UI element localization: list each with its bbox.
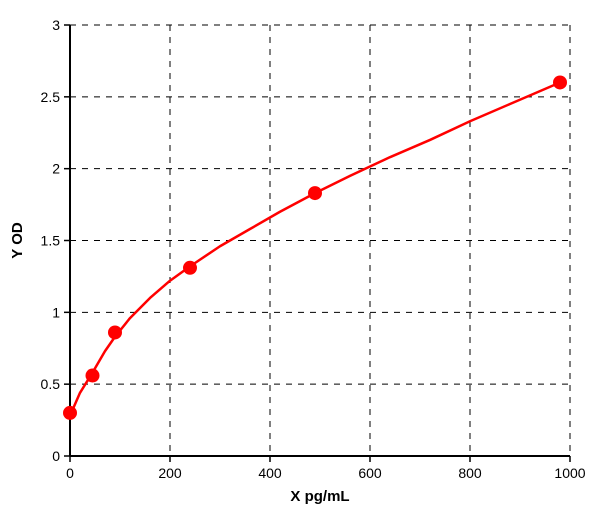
y-tick-label: 2.5: [41, 89, 61, 105]
y-tick-label: 3: [52, 17, 60, 33]
scatter-curve-chart: 0 200 400 600 800 1000 0 0.5 1 1.5 2 2.5 3 X pg/mL Y O…: [0, 0, 600, 516]
x-tick-label: 600: [358, 465, 382, 481]
data-point: [63, 406, 77, 420]
x-tick-label: 400: [258, 465, 282, 481]
x-tick-label: 200: [158, 465, 182, 481]
x-tick-label: 0: [66, 465, 74, 481]
y-tick-label: 1.5: [41, 233, 61, 249]
data-point: [308, 186, 322, 200]
data-point: [108, 325, 122, 339]
x-axis-label: X pg/mL: [290, 488, 349, 505]
data-point: [553, 75, 567, 89]
y-tick-label: 2: [52, 161, 60, 177]
y-tick-label: 0.5: [41, 376, 61, 392]
y-axis-label: Y OD: [9, 222, 26, 259]
data-point: [86, 369, 100, 383]
data-point: [183, 261, 197, 275]
x-tick-label: 800: [458, 465, 482, 481]
chart-background: [0, 0, 600, 516]
y-tick-label: 0: [52, 448, 60, 464]
x-tick-label: 1000: [554, 465, 585, 481]
chart-container: 0 200 400 600 800 1000 0 0.5 1 1.5 2 2.5 3 X pg/mL Y O…: [0, 0, 600, 516]
y-tick-label: 1: [52, 304, 60, 320]
